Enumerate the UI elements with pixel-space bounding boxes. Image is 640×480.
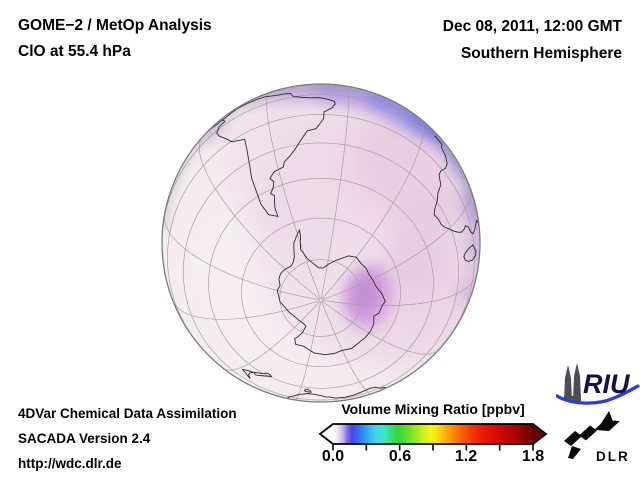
plot-title-block: GOME−2 / MetOp Analysis ClO at 55.4 hPa <box>18 13 212 65</box>
riu-logo-text: RIU <box>583 369 631 399</box>
colorbar-tick-label: 1.2 <box>454 448 478 465</box>
attribution-line2: SACADA Version 2.4 <box>18 431 151 446</box>
plot-datetime: Dec 08, 2011, 12:00 GMT <box>442 18 622 35</box>
attribution-block: 4DVar Chemical Data Assimilation SACADA … <box>18 401 237 476</box>
riu-wave-icon <box>556 384 640 405</box>
plot-region: Southern Hemisphere <box>460 45 622 62</box>
plot-title-line1: GOME−2 / MetOp Analysis <box>18 17 212 34</box>
dlr-logo: DLR <box>564 411 630 464</box>
attribution-url: http://wdc.dlr.de <box>18 456 122 471</box>
plot-meta-block: Dec 08, 2011, 12:00 GMT Southern Hemisph… <box>443 13 622 67</box>
dlr-logo-text: DLR <box>596 449 630 464</box>
riu-logo: RIU <box>556 363 640 405</box>
colorbar-title: Volume Mixing Ratio [ppbv] <box>341 401 525 417</box>
colorbar-tick-label: 1.8 <box>521 448 545 465</box>
cathedral-icon <box>564 363 581 401</box>
colorbar <box>318 423 548 451</box>
attribution-line1: 4DVar Chemical Data Assimilation <box>18 406 237 421</box>
plot-title-line2: ClO at 55.4 hPa <box>18 43 131 60</box>
colorbar-tick-label: 0.6 <box>388 448 412 465</box>
dlr-logo-icon <box>564 411 620 459</box>
colorbar-tick-label: 0.0 <box>321 448 345 465</box>
